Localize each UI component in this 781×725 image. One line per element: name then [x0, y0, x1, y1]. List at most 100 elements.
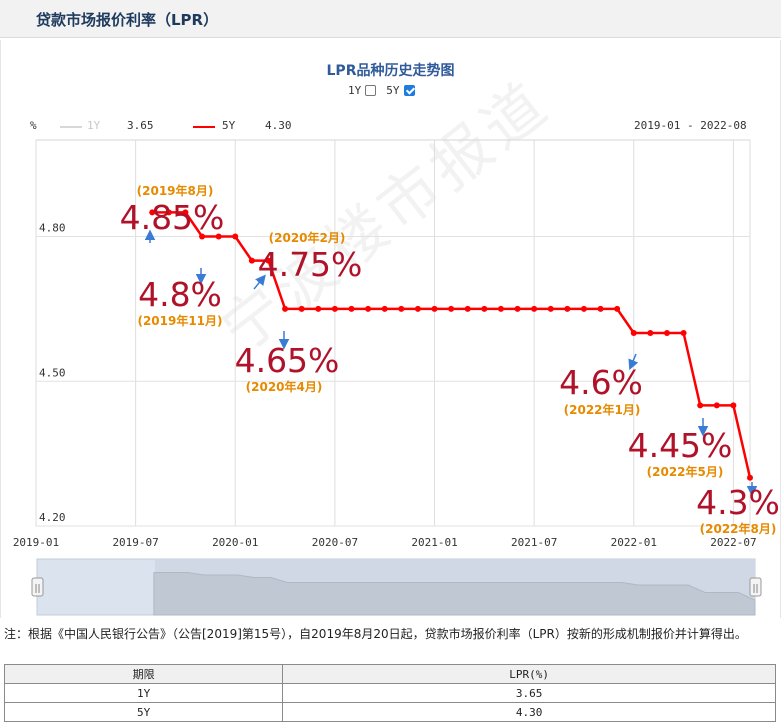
table-row: 1Y 3.65	[3, 683, 776, 703]
annotation-date-label: (2019年11月)	[137, 313, 222, 328]
navigator-right-handle[interactable]	[749, 577, 762, 597]
table-row: 5Y 4.30	[3, 702, 776, 722]
annotation-rate-label: 4.8%	[138, 275, 222, 314]
annotation-date-label: (2019年8月)	[137, 183, 214, 198]
series-5y-point[interactable]	[547, 305, 554, 312]
toggle-5y-label: 5Y	[386, 83, 400, 97]
legend-1y-swatch	[60, 126, 82, 128]
series-5y-point[interactable]	[398, 305, 405, 312]
series-5y-point[interactable]	[199, 233, 206, 240]
series-5y-point[interactable]	[348, 305, 355, 312]
toggle-5y-checkbox[interactable]	[403, 84, 415, 96]
x-tick-label: 2020-01	[212, 536, 258, 549]
annotation-date-label: (2020年4月)	[246, 379, 323, 394]
page-header: 贷款市场报价利率（LPR）	[0, 0, 781, 38]
series-5y-point[interactable]	[680, 330, 687, 336]
series-5y-point[interactable]	[747, 474, 753, 481]
series-layer	[149, 209, 753, 481]
x-tick-labels: 2019-01 2019-07 2020-01 2020-07 2021-01 2021-…	[13, 536, 757, 549]
navigator-left-handle[interactable]	[31, 577, 44, 597]
series-5y-point[interactable]	[464, 305, 471, 312]
y-tick-label: 4.80	[39, 222, 66, 235]
page-title: 贷款市场报价利率（LPR）	[36, 11, 219, 29]
series-5y-point[interactable]	[730, 402, 737, 409]
y-tick-label: 4.50	[39, 366, 66, 379]
annotation-arrow	[253, 274, 266, 290]
legend-1y-value: 3.65	[127, 119, 154, 132]
date-range-label: 2019-01 - 2022-08	[634, 119, 747, 132]
grid-lines	[35, 139, 751, 527]
x-tick-label: 2022-01	[611, 536, 657, 549]
series-5y-point[interactable]	[481, 305, 488, 312]
table-header-row: 期限 LPR(%)	[3, 664, 776, 684]
lpr-table: 期限 LPR(%) 1Y 3.65 5Y 4.30	[3, 664, 776, 722]
series-5y-point[interactable]	[414, 305, 421, 312]
series-5y-point[interactable]	[298, 305, 305, 312]
footnote: 注：根据《中国人民银行公告》（公告[2019]第15号），自2019年8月20日…	[4, 627, 747, 641]
table-cell-rate: 4.30	[282, 702, 776, 722]
series-5y-point[interactable]	[663, 330, 670, 336]
series-5y-point[interactable]	[448, 305, 455, 312]
series-5y-point[interactable]	[497, 305, 504, 312]
series-toggles: 1Y 5Y	[348, 81, 421, 99]
series-5y-point[interactable]	[630, 330, 637, 336]
series-5y-point[interactable]	[265, 257, 272, 264]
series-5y-point[interactable]	[580, 305, 587, 312]
legend-1y-name[interactable]: 1Y	[87, 119, 101, 132]
table-cell-term: 1Y	[3, 683, 284, 703]
legend-5y-value: 4.30	[265, 119, 292, 132]
series-5y-point[interactable]	[315, 305, 322, 312]
annotation-rate-label: 4.75%	[258, 245, 363, 284]
navigator-right-handle-grip: ||	[752, 584, 758, 594]
series-5y-point[interactable]	[713, 402, 720, 409]
series-5y-point[interactable]	[365, 305, 372, 312]
series-5y-point[interactable]	[232, 233, 239, 240]
series-5y-point[interactable]	[331, 305, 338, 312]
y-tick-label: 4.20	[39, 511, 66, 524]
annotation-arrow	[628, 353, 639, 371]
annotation-rate-label: 4.6%	[559, 363, 643, 402]
x-tick-label: 2022-07	[710, 536, 756, 549]
navigator-series-area	[153, 572, 756, 616]
series-5y-point[interactable]	[564, 305, 571, 312]
series-5y-point[interactable]	[514, 305, 521, 312]
annotation-date-label: (2020年2月)	[269, 230, 346, 245]
range-navigator: || ||	[31, 558, 762, 616]
navigator-left-handle-grip: ||	[34, 584, 40, 594]
annotation-rate-label: 4.85%	[120, 198, 225, 237]
table-header-rate: LPR(%)	[282, 664, 776, 684]
chart-title: LPR品种历史走势图	[326, 63, 455, 79]
annotation-date-label: (2022年5月)	[647, 464, 724, 479]
series-5y-point[interactable]	[597, 305, 604, 312]
series-5y-point[interactable]	[531, 305, 538, 312]
table-cell-term: 5Y	[3, 702, 284, 722]
series-5y-point[interactable]	[248, 257, 255, 264]
x-tick-label: 2021-07	[511, 536, 557, 549]
series-5y-point[interactable]	[165, 209, 172, 216]
series-5y-point[interactable]	[647, 330, 654, 336]
x-tick-label: 2019-01	[13, 536, 59, 549]
annotation-layer: (2019年8月)4.85% (2019年11月)4.8% (2020年2月)4.7…	[120, 183, 780, 536]
lpr-line-chart: 4.80 4.50 4.20 2019-01 2019-07 2020-01 2020-0…	[13, 139, 780, 616]
series-5y-point[interactable]	[431, 305, 438, 312]
legend-5y-swatch	[193, 126, 215, 128]
annotation-rate-label: 4.45%	[628, 426, 733, 465]
y-tick-labels: 4.80 4.50 4.20	[39, 222, 66, 525]
series-5y-point[interactable]	[215, 233, 222, 240]
legend-5y-name[interactable]: 5Y	[222, 119, 236, 132]
y-unit-label: %	[30, 119, 37, 132]
x-tick-label: 2020-07	[312, 536, 358, 549]
toggle-1y-label: 1Y	[348, 83, 362, 97]
series-5y-point[interactable]	[282, 305, 289, 312]
series-5y-point[interactable]	[697, 402, 704, 409]
series-5y-point[interactable]	[614, 305, 621, 312]
series-5y-point[interactable]	[149, 209, 156, 216]
annotation-rate-label: 4.3%	[696, 483, 780, 522]
toggle-1y-checkbox[interactable]	[365, 84, 377, 96]
series-5y-point[interactable]	[182, 209, 189, 216]
series-5y-point[interactable]	[381, 305, 388, 312]
x-tick-label: 2019-07	[112, 536, 158, 549]
table-cell-rate: 3.65	[282, 683, 776, 703]
annotation-rate-label: 4.65%	[235, 341, 340, 380]
table-header-term: 期限	[3, 664, 284, 684]
